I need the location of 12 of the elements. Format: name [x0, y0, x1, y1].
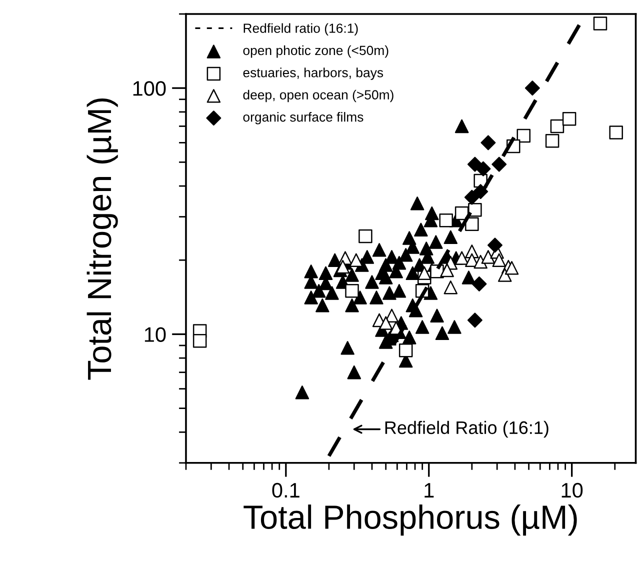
y-axis-title: Total Nitrogen (µM)	[86, 98, 118, 380]
legend-label: estuaries, harbors, bays	[243, 68, 384, 80]
y-tick-label: 100	[133, 81, 166, 96]
legend-label: open photic zone (<50m)	[243, 45, 388, 58]
x-tick-label: 10	[562, 482, 583, 498]
x-tick-label: 1	[424, 483, 434, 498]
legend-label: organic surface films	[243, 112, 364, 124]
x-tick-label: 0.1	[272, 482, 300, 498]
legend-label: Redfield ratio (16:1)	[244, 23, 358, 36]
x-axis-title: Total Phosphorus (µM)	[244, 504, 577, 536]
annotation: Redfield Ratio (16:1)	[385, 420, 548, 438]
legend-label: deep, open ocean (>50m)	[243, 90, 394, 102]
